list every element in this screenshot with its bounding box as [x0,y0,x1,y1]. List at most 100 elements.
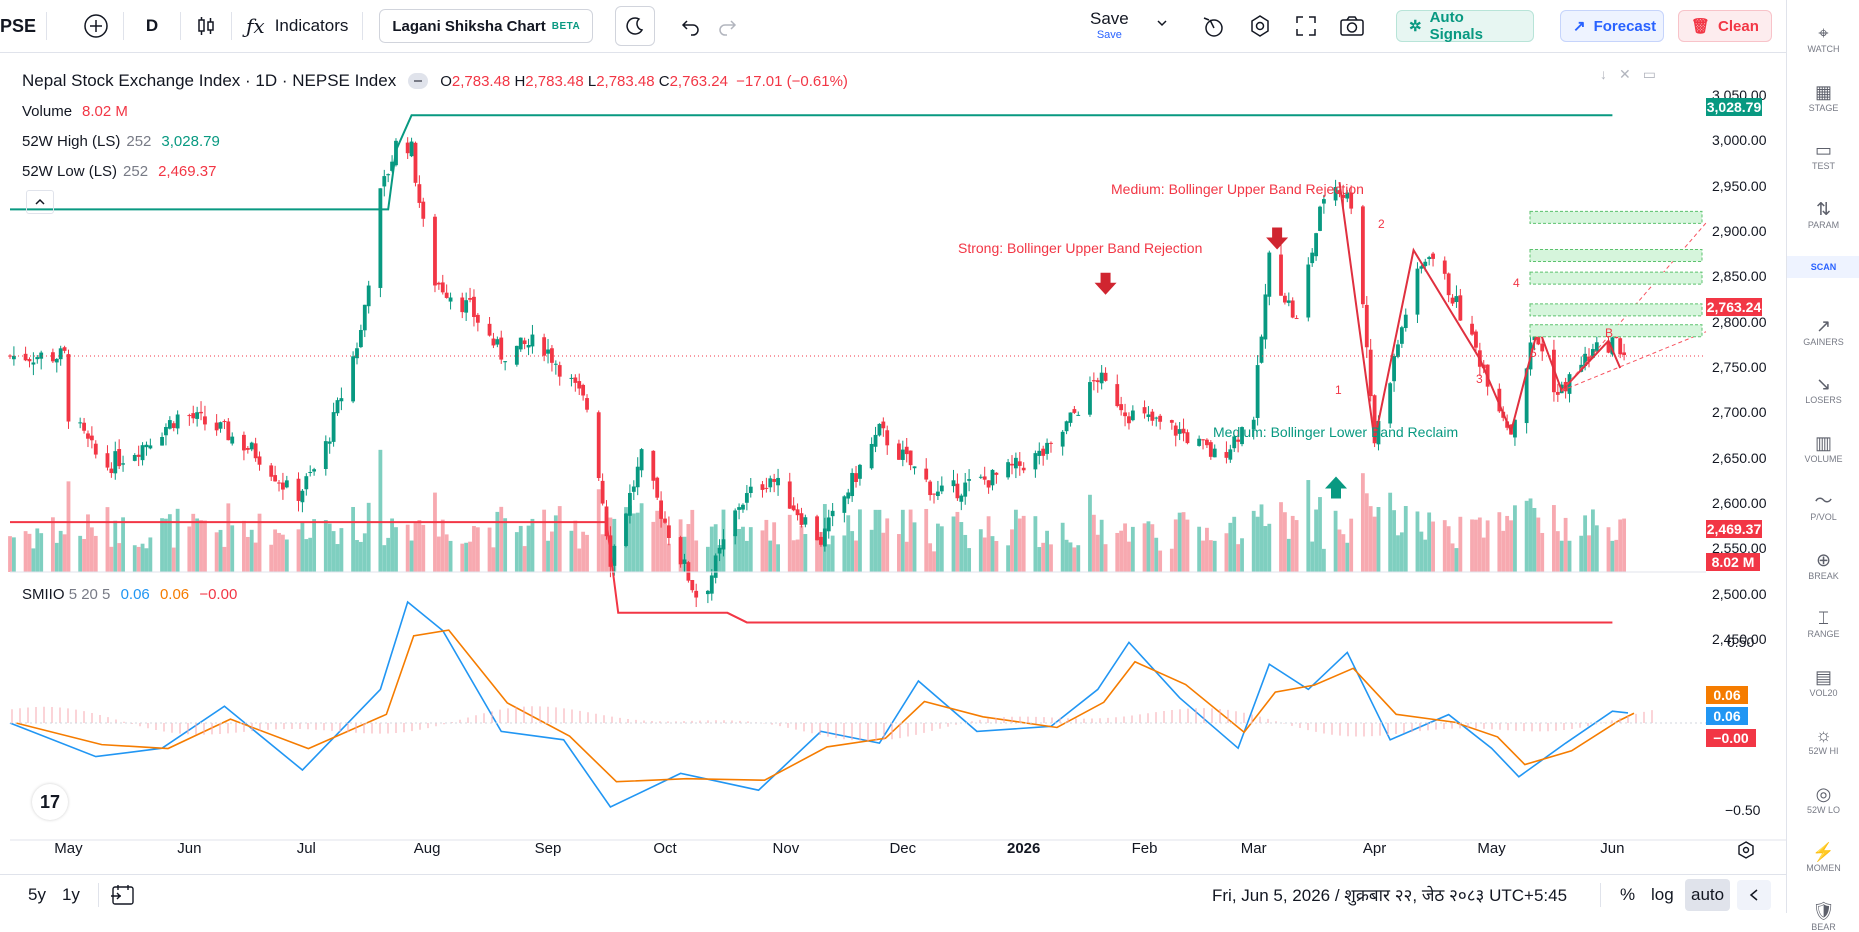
tradingview-logo-icon[interactable]: 17 [32,784,68,820]
candle-body [955,483,960,499]
collapse-icon[interactable]: ✕ [1619,66,1631,82]
price-scale-label: 2,600.00 [1712,495,1767,511]
sidebar-item-vol20[interactable]: ▤ VOL20 [1787,666,1859,698]
series-title[interactable]: Nepal Stock Exchange Index · 1D · NEPSE … [22,71,397,90]
sidebar-item-52w-hi[interactable]: ☼ 52W HI [1787,724,1859,756]
collapse-legend-button[interactable] [26,190,54,214]
interval-button[interactable]: D [145,16,159,35]
sidebar-item-bear[interactable]: 🛡 BEAR [1787,900,1859,932]
volume-bar [1318,497,1322,572]
high52-value: 3,028.79 [161,132,220,150]
log-toggle[interactable]: log [1651,884,1674,904]
sidebar-item-losers[interactable]: ↘ LOSERS [1787,373,1859,405]
sidebar-item-range[interactable]: ⌶ RANGE [1787,607,1859,639]
bear-icon: 🛡 [1812,900,1835,921]
sidebar-item-stage[interactable]: ▦ STAGE [1787,81,1859,113]
redo-button[interactable] [709,8,747,44]
symbol-label[interactable]: PSE [0,15,37,36]
chart-layout-name: Lagani Shiksha Chart [392,17,546,35]
goto-date-icon[interactable] [109,883,135,907]
volume-bar [1006,545,1010,572]
sidebar-item-param[interactable]: ⇅ PARAM [1787,198,1859,230]
theme-toggle-button[interactable] [615,6,656,46]
maximize-icon[interactable]: ▭ [1642,66,1656,82]
settings-icon[interactable] [1246,12,1274,40]
sidebar-item-p-vol[interactable]: 〜 P/VOL [1787,490,1859,522]
volume-bar [1017,518,1022,572]
collapse-right-button[interactable] [1737,879,1771,910]
add-symbol-button[interactable] [75,8,117,44]
candle-body [1591,349,1595,358]
volume-bar [167,514,172,572]
datetime-display[interactable]: Fri, Jun 5, 2026 / शुक्रबार २२, जेठ २०८३… [1212,886,1568,905]
candle-body [281,482,285,490]
candle-body [1306,264,1311,318]
sidebar-item-scan[interactable]: SCAN [1787,256,1859,278]
arrow-down-icon[interactable]: ↓ [1600,66,1607,82]
oscillator-pane [9,600,1706,809]
volume-bar [245,536,250,572]
auto-toggle[interactable]: auto [1685,878,1731,911]
volume-legend-row[interactable]: Volume 8.02 M [22,96,848,126]
high52-legend-row[interactable]: 52W High (LS) 252 3,028.79 [22,126,848,156]
candle-body [1321,199,1326,204]
undo-button[interactable] [671,8,709,44]
candle-body [253,443,258,459]
sidebar-item-watch[interactable]: ⌖ WATCH [1787,22,1859,54]
visibility-dot-icon[interactable] [408,73,429,89]
sidebar-item-52w-lo[interactable]: ◎ 52W LO [1787,783,1859,815]
sidebar-item-gainers[interactable]: ↗ GAINERS [1787,315,1859,347]
volume-bar [1212,540,1217,572]
sidebar-item-momen[interactable]: ⚡ MOMEN [1787,841,1859,873]
sidebar-item-test[interactable]: ▭ TEST [1787,139,1859,171]
annotation-lower-reclaim: Medium: Bollinger Lower Band Reclaim [1213,424,1459,440]
watch-icon: ⌖ [1818,23,1829,43]
osc-legend[interactable]: SMIIO 5 20 5 0.06 0.06 −0.00 [22,586,237,603]
save-menu-chevron-icon[interactable] [1155,16,1169,35]
alert-icon[interactable] [1200,12,1228,40]
volume-bar [1013,509,1018,572]
candle-body [1427,257,1432,260]
axis-settings-icon[interactable] [1736,840,1756,865]
percent-toggle[interactable]: % [1620,884,1636,904]
sidebar-item-break[interactable]: ⊕ BREAK [1787,549,1859,581]
volume-bar [1181,512,1186,572]
clean-button[interactable]: 🗑 Clean [1678,10,1772,42]
candle-body [1333,186,1338,201]
fullscreen-icon[interactable] [1292,12,1320,40]
volume-bar [366,502,371,572]
camera-icon[interactable] [1338,12,1366,40]
volume-bar [530,518,535,572]
candle-body [390,161,394,171]
sidebar-item-volume[interactable]: ▥ VOLUME [1787,432,1859,464]
chart-type-button[interactable] [187,8,225,44]
candle-body [713,555,718,578]
candle-body [787,481,792,509]
price-scale-label: 2,550.00 [1712,540,1767,557]
time-axis-label: Oct [653,840,677,857]
indicators-button[interactable]: ƒx Indicators [238,8,356,44]
forecast-button[interactable]: ↗ Forecast [1560,10,1664,42]
candle-body [600,480,605,504]
low52-legend-row[interactable]: 52W Low (LS) 252 2,469.37 [22,156,848,186]
volume-bar [218,529,223,572]
volume-bar [1267,523,1272,572]
candle-body [499,337,504,360]
chart-layout-button[interactable]: Lagani Shiksha Chart BETA [379,9,594,43]
volume-bar [1130,526,1135,572]
volume-bar [936,523,940,572]
legend: Nepal Stock Exchange Index · 1D · NEPSE … [22,66,848,214]
volume-bar [994,540,999,572]
auto-signals-button[interactable]: ✲ Auto Signals [1396,9,1534,43]
candle-body [1037,450,1042,456]
candle-body [203,416,207,425]
save-button[interactable]: Save Save [1090,9,1129,41]
candle-body [990,469,995,486]
candle-body [257,456,262,465]
volume-bar [1368,506,1373,572]
range-1y-button[interactable]: 1y [61,884,80,904]
volume-bar [460,543,465,572]
range-5y-button[interactable]: 5y [28,884,46,904]
candle-body [542,337,547,356]
chart-canvas[interactable] [0,53,1786,874]
